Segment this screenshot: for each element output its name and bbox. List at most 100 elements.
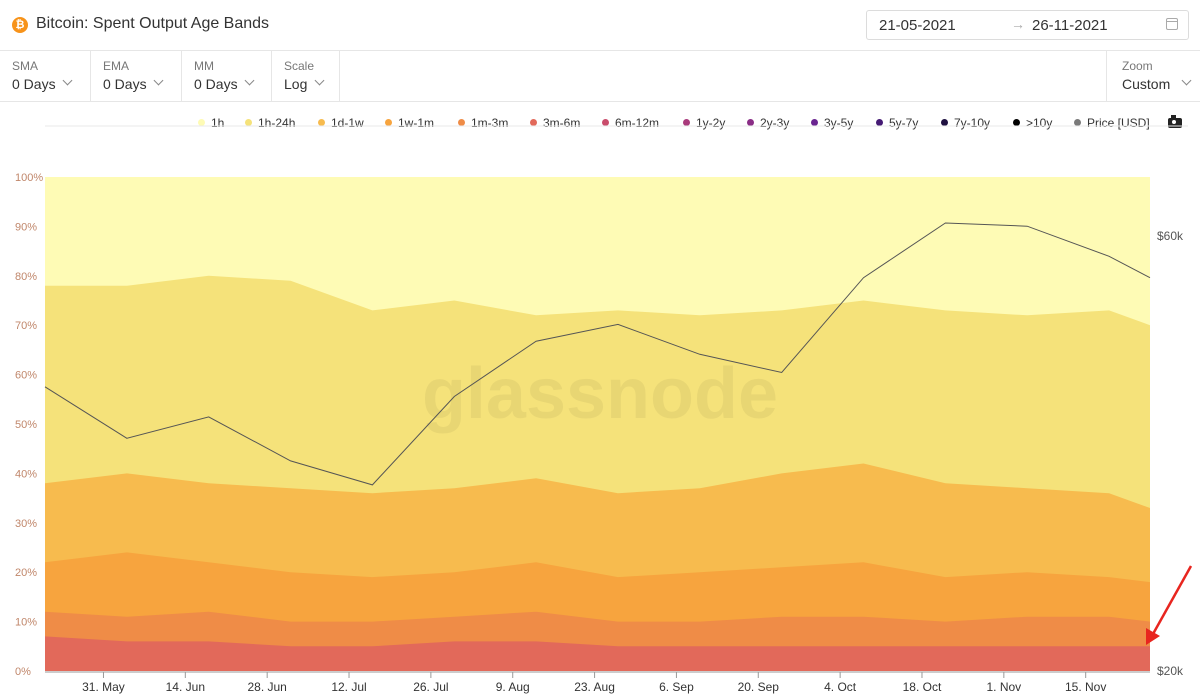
end-date[interactable]: 26-11-2021: [1032, 17, 1108, 34]
mm-label: MM: [194, 59, 214, 73]
legend-dot: [811, 119, 818, 126]
chevron-down-icon: [153, 75, 164, 86]
legend-item[interactable]: 1h: [198, 116, 224, 130]
mm-select[interactable]: MM 0 Days: [182, 51, 272, 101]
x-tick-label: 9. Aug: [496, 680, 530, 694]
ema-label: EMA: [103, 59, 130, 73]
chart-title: Bitcoin: Spent Output Age Bands: [36, 15, 270, 32]
price-line: [44, 222, 1151, 486]
area-1w-1m: [45, 552, 1150, 671]
y-tick-label: 10%: [15, 617, 37, 629]
legend-dot: [198, 119, 205, 126]
x-tick-label: 31. May: [82, 680, 125, 694]
x-tick-label: 28. Jun: [247, 680, 286, 694]
legend-label: 1d-1w: [331, 116, 364, 130]
legend-label: >10y: [1026, 116, 1053, 130]
x-tick-label: 6. Sep: [659, 680, 694, 694]
start-date[interactable]: 21-05-2021: [879, 17, 956, 34]
annotation-arrow: [1146, 565, 1193, 645]
y-tick-label: 30%: [15, 518, 37, 530]
x-tick-label: 12. Jul: [331, 680, 366, 694]
title-bar: ₿ Bitcoin: Spent Output Age Bands 21-05-…: [0, 0, 1200, 50]
watermark: glassnode: [422, 354, 778, 434]
legend-item[interactable]: 6m-12m: [602, 116, 659, 130]
area-1h: [45, 177, 1150, 671]
legend-dot: [530, 119, 537, 126]
area-1h-24h: [45, 275, 1150, 671]
zoom-select[interactable]: Zoom Custom: [1106, 51, 1200, 101]
y-tick-label: 70%: [15, 320, 37, 332]
x-tick-label: 15. Nov: [1065, 680, 1106, 694]
ema-select[interactable]: EMA 0 Days: [91, 51, 182, 101]
area-3m-6m: [45, 636, 1150, 671]
y2-tick-label: $20k: [1157, 664, 1184, 678]
legend-item[interactable]: 1y-2y: [683, 116, 725, 130]
y-tick-label: 20%: [15, 567, 37, 579]
area-1m-3m: [45, 611, 1150, 671]
scale-select[interactable]: Scale Log: [272, 51, 340, 101]
y2-tick-label: $60k: [1157, 229, 1184, 243]
chevron-down-icon: [1181, 75, 1192, 86]
legend-item[interactable]: 3m-6m: [530, 116, 580, 130]
legend-dot: [385, 119, 392, 126]
legend-dot: [458, 119, 465, 126]
legend-item[interactable]: 1d-1w: [318, 116, 364, 130]
chevron-down-icon: [244, 75, 255, 86]
legend-label: 1m-3m: [471, 116, 509, 130]
x-tick-label: 26. Jul: [413, 680, 448, 694]
legend-dot: [876, 119, 883, 126]
legend-label: 3m-6m: [543, 116, 581, 130]
legend-item[interactable]: 1w-1m: [385, 116, 434, 130]
legend-label: 3y-5y: [824, 116, 854, 130]
calendar-icon[interactable]: [1166, 18, 1178, 30]
legend-dot: [602, 119, 609, 126]
legend-label: 1w-1m: [398, 116, 435, 130]
legend-item[interactable]: 1h-24h: [245, 116, 295, 130]
legend-label: 1h: [211, 116, 225, 130]
legend-dot: [1013, 119, 1020, 126]
chevron-down-icon: [62, 75, 73, 86]
y-tick-label: 60%: [15, 370, 37, 382]
arrow-right-icon: →: [1011, 16, 1025, 32]
chart-legend: 1h 1h-24h 1d-1w 1w-1m 1m-3m 3m-6m 6m-12m 1y-2y 2…: [0, 116, 1200, 134]
legend-dot: [1074, 119, 1081, 126]
legend-label: 2y-3y: [760, 116, 790, 130]
x-tick-label: 23. Aug: [574, 680, 615, 694]
x-tick-label: 18. Oct: [903, 680, 942, 694]
x-tick-label: 1. Nov: [986, 680, 1021, 694]
legend-dot: [318, 119, 325, 126]
legend-dot: [747, 119, 754, 126]
ema-value[interactable]: 0 Days: [103, 76, 147, 92]
y-tick-label: 0%: [15, 666, 31, 678]
legend-dot: [941, 119, 948, 126]
legend-item[interactable]: >10y: [1013, 116, 1052, 130]
scale-value[interactable]: Log: [284, 76, 308, 92]
x-tick-label: 20. Sep: [738, 680, 780, 694]
zoom-label: Zoom: [1122, 59, 1153, 73]
camera-icon[interactable]: [1168, 115, 1182, 128]
legend-item[interactable]: 3y-5y: [811, 116, 853, 130]
legend-item[interactable]: 5y-7y: [876, 116, 918, 130]
legend-label: 6m-12m: [615, 116, 660, 130]
scale-label: Scale: [284, 59, 315, 73]
legend-dot: [683, 119, 690, 126]
bitcoin-icon: ₿: [12, 17, 28, 33]
legend-item[interactable]: 1m-3m: [458, 116, 508, 130]
legend-label: Price [USD]: [1087, 116, 1150, 130]
legend-label: 7y-10y: [954, 116, 991, 130]
sma-select[interactable]: SMA 0 Days: [0, 51, 91, 101]
y-tick-label: 50%: [15, 419, 37, 431]
legend-label: 1h-24h: [258, 116, 296, 130]
legend-item[interactable]: 7y-10y: [941, 116, 990, 130]
legend-item[interactable]: Price [USD]: [1074, 116, 1150, 130]
y-tick-label: 40%: [15, 468, 37, 480]
mm-value[interactable]: 0 Days: [194, 76, 238, 92]
sma-value[interactable]: 0 Days: [12, 76, 56, 92]
x-tick-label: 14. Jun: [166, 680, 205, 694]
legend-item[interactable]: 2y-3y: [747, 116, 789, 130]
zoom-value[interactable]: Custom: [1122, 76, 1171, 92]
chevron-down-icon: [314, 75, 325, 86]
y-tick-label: 80%: [15, 271, 37, 283]
date-range-picker[interactable]: 21-05-2021 → 26-11-2021: [866, 10, 1189, 40]
